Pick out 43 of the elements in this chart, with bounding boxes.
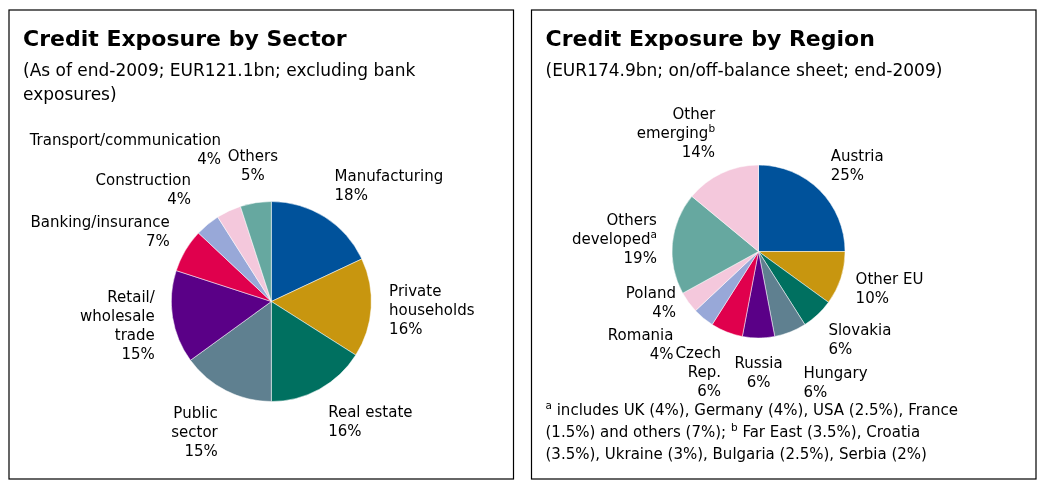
slice-label: Austria	[830, 146, 884, 165]
data-label: 10%	[855, 288, 889, 307]
data-label: 19%	[623, 248, 657, 267]
slice-label: Real estate	[328, 402, 413, 421]
slice-label: Transport/communication	[28, 130, 222, 149]
slice-label: Construction	[95, 170, 192, 189]
slice-label: Romania	[607, 325, 674, 344]
data-label: 7%	[145, 231, 170, 250]
slice-label: Russia	[734, 353, 783, 372]
slice-label: Czech Rep.	[675, 344, 721, 382]
slice-label: Manufacturing	[334, 166, 444, 185]
data-label: 5%	[240, 166, 265, 185]
data-label: 14%	[681, 142, 716, 161]
data-label: 16%	[328, 421, 362, 440]
text: $^{a}$ includes UK (4%), Germany (4%), USA (2.5%), France (1.5%) and others (7%); $^{b}$ Far East (3.5%), Croatia (3.5%), Ukraine (3%), Bulgaria (2.5%), Serbia (2%)	[545, 399, 959, 463]
slice-label: Retail/ wholesale trade	[80, 287, 156, 344]
data-label: 6%	[828, 339, 853, 358]
slice-label: Public sector	[171, 403, 219, 441]
chart-subtitle: (As of end-2009; EUR121.1bn; excluding bank exposures)	[23, 60, 416, 104]
chart-title: Credit Exposure by Sector	[23, 26, 347, 51]
data-label: 4%	[652, 302, 676, 321]
data-label: 18%	[334, 185, 368, 204]
data-label: 6%	[746, 372, 771, 391]
slice-label: Other EU	[855, 269, 924, 288]
slice-label: Others developed$^{a}$	[571, 210, 658, 248]
data-label: 6%	[697, 382, 721, 401]
data-label: 25%	[830, 165, 865, 184]
slice-label: Other emerging$^{b}$	[636, 104, 716, 142]
data-label: 4%	[197, 149, 222, 168]
data-label: 15%	[121, 344, 155, 363]
slice-label: Hungary	[803, 363, 868, 382]
slice-label: Poland	[625, 283, 676, 302]
data-label: 4%	[649, 344, 674, 363]
chart-subtitle: (EUR174.9bn; on/off-balance sheet; end-2009)	[545, 60, 943, 80]
data-label: 6%	[803, 382, 828, 401]
slice-label: Banking/insurance	[30, 212, 170, 231]
slice-label: Private households	[389, 282, 475, 320]
data-label: 15%	[184, 441, 218, 460]
slice-label: Others	[227, 147, 279, 166]
data-label: 16%	[389, 320, 423, 339]
data-label: 4%	[167, 189, 192, 208]
chart-title: Credit Exposure by Region	[545, 26, 875, 51]
slice-label: Slovakia	[828, 320, 892, 339]
